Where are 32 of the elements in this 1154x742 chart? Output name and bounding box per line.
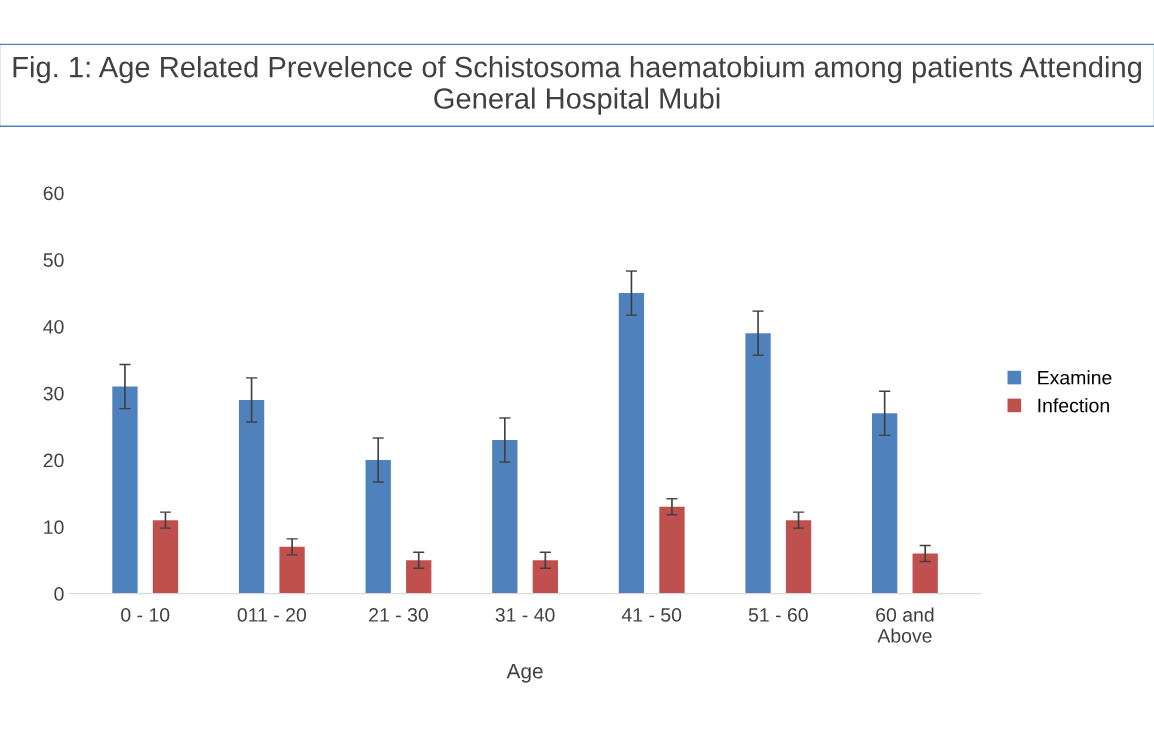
chart-title: Fig. 1: Age Related Prevelence of Schistosoma haematobium among patients Attending General Hospital Mubi [13,56,1142,115]
bar [659,506,685,594]
x-tick-label: 0 - 10 [121,608,170,622]
legend-label: Infection [1038,398,1109,413]
y-tick-label: 20 [43,453,64,468]
bar [745,333,771,594]
x-tick-label: 31 - 40 [495,608,555,622]
bar [532,560,558,594]
bar [406,560,432,594]
y-tick-label: 0 [54,587,64,601]
y-tick-label: 40 [43,319,64,334]
legend-label: Examine [1038,370,1112,385]
y-tick-label: 30 [43,386,64,401]
bar [785,520,812,594]
x-tick-label: 41 - 50 [621,608,682,622]
y-tick-label: 10 [44,520,64,535]
x-tick-label: 60 and Above [876,607,934,643]
y-tick-label: 60 [43,186,64,201]
y-tick-label: 50 [43,253,64,267]
x-tick-label: 011 - 20 [237,608,307,622]
bar [912,553,938,594]
bar [238,399,265,594]
bar [152,520,179,594]
bar [279,546,305,594]
bar [618,293,645,594]
bar [365,460,391,594]
bar [492,440,518,594]
x-tick-label: 21 - 30 [369,608,428,622]
bar [872,413,898,594]
bar [112,386,138,594]
x-tick-label: 51 - 60 [748,608,808,622]
x-axis-title: Age [506,663,543,683]
